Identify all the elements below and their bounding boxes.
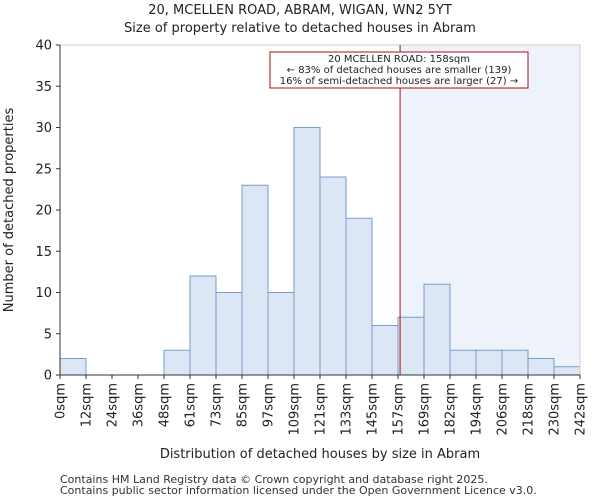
bar-169sqm: [423, 283, 451, 376]
x-tick-label: 61sqm: [184, 383, 199, 427]
x-tick-label: 218sqm: [522, 383, 537, 436]
bar-194sqm: [475, 349, 503, 376]
bar-109sqm: [293, 127, 321, 376]
x-tick-label: 121sqm: [314, 383, 329, 436]
y-tick-label: 10: [35, 286, 52, 301]
annotation-box: 20 MCELLEN ROAD: 158sqm ← 83% of detache…: [269, 51, 529, 89]
x-tick-label: 169sqm: [418, 383, 433, 436]
x-tick-label: 157sqm: [392, 383, 407, 436]
y-tick-label: 40: [35, 39, 52, 54]
y-tick-label: 15: [35, 245, 52, 260]
footer-copyright: Contains HM Land Registry data © Crown c…: [60, 473, 488, 486]
y-tick-label: 5: [44, 327, 52, 342]
bar-206sqm: [501, 349, 529, 376]
annotation-line-1: 20 MCELLEN ROAD: 158sqm: [328, 54, 470, 65]
bar-182sqm: [449, 349, 477, 376]
bar-218sqm: [527, 358, 555, 376]
chart-title-subtitle: Size of property relative to detached ho…: [124, 21, 476, 36]
bar-73sqm: [215, 292, 243, 376]
bar-157sqm: [397, 316, 425, 376]
bar-133sqm: [345, 217, 373, 376]
x-tick-label: 48sqm: [158, 383, 173, 427]
x-tick-label: 206sqm: [496, 383, 511, 436]
x-tick-label: 97sqm: [262, 383, 277, 427]
annotation-line-2: ← 83% of detached houses are smaller (13…: [287, 65, 512, 76]
x-tick-label: 230sqm: [548, 383, 563, 436]
bar-121sqm: [319, 176, 347, 376]
y-tick-label: 20: [35, 204, 52, 219]
y-tick-label: 25: [35, 162, 52, 177]
bar-230sqm: [553, 366, 581, 376]
bar-97sqm: [267, 292, 295, 376]
x-tick-label: 133sqm: [340, 383, 355, 436]
chart-title-address: 20, MCELLEN ROAD, ABRAM, WIGAN, WN2 5YT: [148, 3, 452, 18]
bar-61sqm: [189, 275, 217, 376]
x-tick-label: 12sqm: [80, 383, 95, 427]
y-axis-label: Number of detached properties: [2, 108, 17, 313]
footer-licence: Contains public sector information licen…: [60, 484, 537, 497]
annotation-line-3: 16% of semi-detached houses are larger (…: [280, 76, 518, 87]
bar-48sqm: [163, 349, 191, 376]
x-tick-label: 145sqm: [366, 383, 381, 436]
bar-0sqm: [59, 358, 87, 376]
y-tick-label: 0: [44, 369, 52, 384]
x-tick-label: 109sqm: [288, 383, 303, 436]
bar-85sqm: [241, 184, 269, 376]
x-tick-label: 24sqm: [106, 383, 121, 427]
x-tick-label: 0sqm: [54, 383, 69, 419]
x-tick-label: 194sqm: [470, 383, 485, 436]
x-tick-label: 182sqm: [444, 383, 459, 436]
x-tick-label: 36sqm: [132, 383, 147, 427]
x-tick-label: 73sqm: [210, 383, 225, 427]
y-tick-label: 35: [35, 80, 52, 95]
x-tick-label: 85sqm: [236, 383, 251, 427]
x-tick-label: 242sqm: [574, 383, 589, 436]
x-axis-label: Distribution of detached houses by size …: [160, 447, 480, 462]
y-tick-label: 30: [35, 121, 52, 136]
bar-145sqm: [371, 325, 399, 376]
